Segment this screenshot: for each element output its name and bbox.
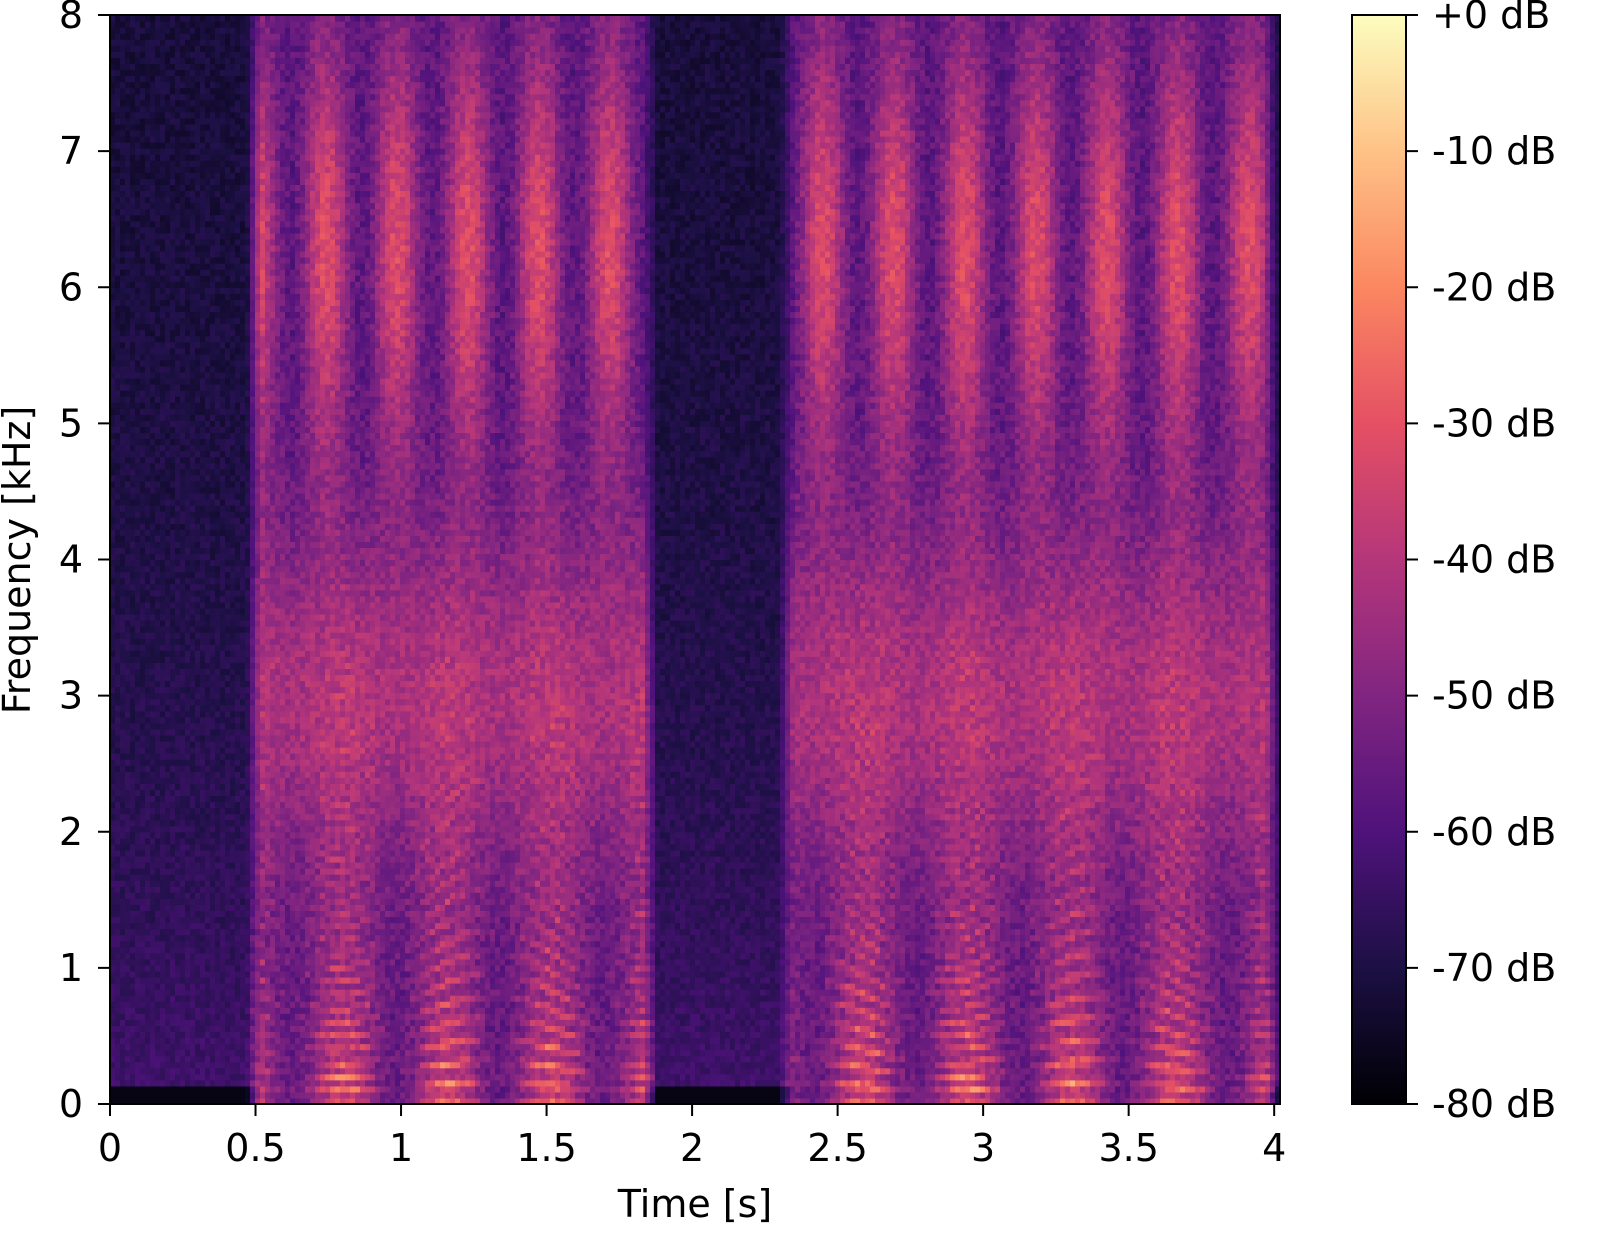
colorbar-tick-label: +0 dB	[1432, 0, 1550, 37]
x-tick-label: 3.5	[1098, 1126, 1158, 1170]
x-axis-label: Time [s]	[617, 1182, 773, 1226]
colorbar	[1352, 15, 1406, 1104]
x-tick-label: 2.5	[807, 1126, 867, 1170]
y-tick-label: 8	[59, 0, 83, 37]
x-tick-label: 0	[98, 1126, 122, 1170]
y-tick-label: 3	[59, 674, 83, 718]
colorbar-tick-label: -60 dB	[1432, 810, 1556, 854]
y-tick-label: 4	[59, 538, 83, 582]
y-tick-label: 7	[59, 129, 83, 173]
x-tick-label: 1.5	[516, 1126, 576, 1170]
colorbar-tick-label: -80 dB	[1432, 1082, 1556, 1126]
y-tick-label: 0	[59, 1082, 83, 1126]
spectrogram-heatmap	[110, 15, 1281, 1105]
x-tick-label: 3	[971, 1126, 995, 1170]
y-tick-label: 5	[59, 401, 83, 445]
colorbar-tick-label: -70 dB	[1432, 946, 1556, 990]
colorbar-tick-label: -30 dB	[1432, 401, 1556, 445]
colorbar-axis: +0 dB -10 dB -20 dB -30 dB -40 dB -50 dB -60 d…	[1406, 0, 1556, 1126]
y-axis-label: Frequency [kHz]	[0, 406, 39, 715]
y-tick-label: 2	[59, 810, 83, 854]
x-axis: 0 0.5 1 1.5 2 2.5 3 3.5 4	[98, 1104, 1286, 1170]
colorbar-tick-label: -20 dB	[1432, 265, 1556, 309]
x-tick-label: 1	[389, 1126, 413, 1170]
y-tick-label: 1	[59, 946, 83, 990]
colorbar-tick-label: -40 dB	[1432, 538, 1556, 582]
colorbar-tick-label: -10 dB	[1432, 129, 1556, 173]
y-axis: 0 1 2 3 4 5 6 7 8	[59, 0, 110, 1126]
x-tick-label: 4	[1262, 1126, 1286, 1170]
x-tick-label: 2	[680, 1126, 704, 1170]
colorbar-tick-label: -50 dB	[1432, 674, 1556, 718]
x-tick-label: 0.5	[225, 1126, 285, 1170]
y-tick-label: 6	[59, 265, 83, 309]
